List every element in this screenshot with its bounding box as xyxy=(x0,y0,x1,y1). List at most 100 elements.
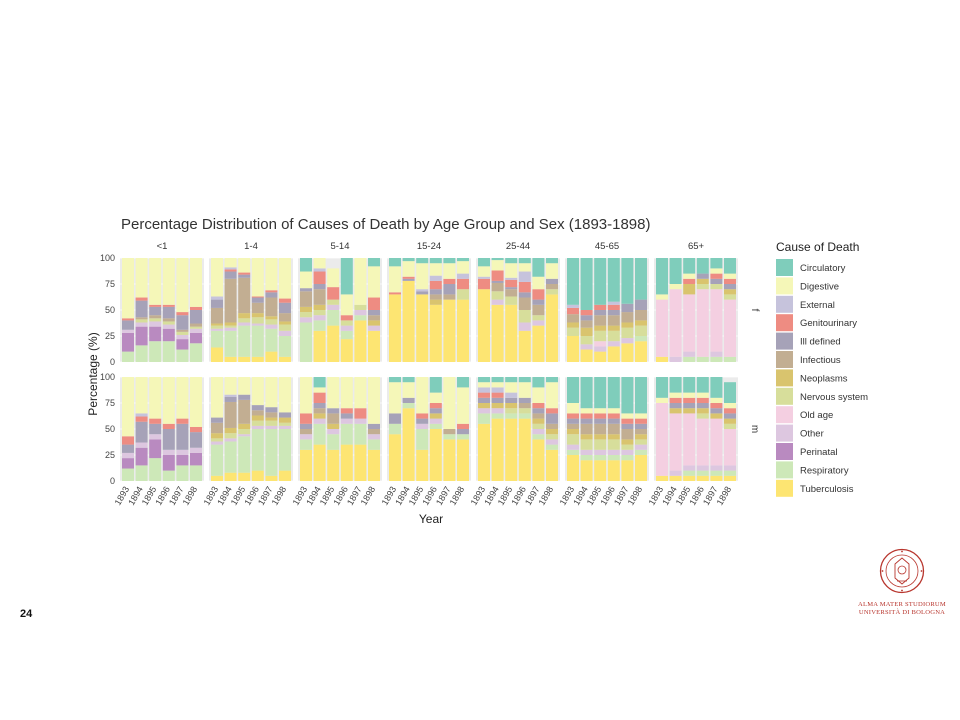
bar-segment-m-4-1895-digestive xyxy=(505,382,518,393)
bar-segment-m-5-1896-other xyxy=(607,449,620,455)
bar-segment-m-5-1898-respiratory xyxy=(635,449,647,455)
bar-segment-m-6-1898-digestive xyxy=(724,403,736,409)
bar-segment-m-5-1895-other xyxy=(594,449,607,455)
legend-swatch-digestive xyxy=(776,277,793,295)
bar-segment-m-2-1896-digestive xyxy=(340,377,353,409)
bar-segment-f-6-1897-nervous-system xyxy=(710,284,723,290)
bar-segment-f-5-1896-external xyxy=(607,301,620,305)
bar-segment-m-3-1896-genitourinary xyxy=(429,403,442,409)
bar-segment-f-3-1896-infectious xyxy=(429,294,442,300)
bar-segment-f-5-1898-tuberculosis xyxy=(635,341,647,362)
logo-name-line1: ALMA MATER STUDIORUM xyxy=(858,601,946,608)
bar-segment-m-5-1897-circulatory xyxy=(621,377,634,414)
bar-segment-f-0-1894-infectious xyxy=(135,317,148,320)
bar-segment-f-2-1894-external xyxy=(313,268,326,272)
bar-segment-f-0-1896-infectious xyxy=(162,318,175,322)
bar-segment-m-5-1895-ill-defined xyxy=(594,418,607,424)
bar-segment-f-5-1896-neoplasms xyxy=(607,325,620,331)
bar-segment-f-2-1895-tuberculosis xyxy=(327,325,340,362)
bar-segment-m-0-1894-genitourinary xyxy=(135,416,148,422)
bar-segment-f-0-1895-genitourinary xyxy=(149,304,162,307)
bar-segment-m-3-1894-circulatory xyxy=(402,377,415,383)
bar-segment-f-1-1896-ill-defined xyxy=(251,297,264,303)
bar-segment-f-2-1896-other xyxy=(340,325,353,331)
bar-segment-m-5-1898-tuberculosis xyxy=(635,455,647,481)
bar-segment-m-2-1893-other xyxy=(300,434,312,440)
bar-segment-f-4-1896-ill-defined xyxy=(518,292,531,298)
bar-segment-f-4-1894-tuberculosis xyxy=(491,304,504,362)
bar-segment-m-0-1896-respiratory xyxy=(162,470,175,481)
bar-segment-f-6-1895-old-age xyxy=(683,294,696,352)
bar-segment-f-6-1896-ill-defined xyxy=(696,273,709,279)
bar-segment-m-0-1893-digestive xyxy=(122,377,134,437)
bar-segment-f-5-1895-ill-defined xyxy=(594,310,607,316)
bar-segment-m-1-1898-digestive xyxy=(279,377,291,413)
bar-segment-f-4-1897-digestive xyxy=(532,276,545,290)
bar-segment-f-0-1898-infectious xyxy=(190,323,202,327)
legend-swatch-genitourinary xyxy=(776,314,793,332)
bar-segment-m-1-1894-nervous-system xyxy=(224,433,237,439)
bar-segment-f-3-1897-circulatory xyxy=(443,258,456,264)
bar-segment-f-5-1894-ill-defined xyxy=(580,315,593,321)
bar-segment-m-3-1894-tuberculosis xyxy=(402,408,415,481)
bar-segment-m-1-1893-digestive xyxy=(211,377,223,418)
facet-label-1-4-1: 1-4 xyxy=(244,241,258,252)
bar-segment-m-5-1897-tuberculosis xyxy=(621,460,634,481)
bar-segment-f-4-1897-other xyxy=(532,320,545,326)
y-tick-label-f-100: 100 xyxy=(100,253,115,263)
bar-segment-m-4-1894-other xyxy=(491,408,504,414)
bar-segment-f-6-1893-tuberculosis xyxy=(656,356,668,362)
bar-segment-f-6-1898-nervous-system xyxy=(724,294,736,300)
bar-segment-m-1-1895-ill-defined xyxy=(238,394,251,400)
y-tick-label-f-75: 75 xyxy=(105,279,115,289)
x-tick-label-5-1898: 1898 xyxy=(626,485,645,507)
y-tick-label-m-75: 75 xyxy=(105,398,115,408)
bar-segment-m-6-1897-circulatory xyxy=(710,377,723,398)
bar-segment-m-5-1895-nervous-system xyxy=(594,439,607,450)
bar-segment-m-1-1897-respiratory xyxy=(265,429,278,476)
bar-segment-f-0-1898-nervous-system xyxy=(190,326,202,329)
bar-segment-f-3-1897-ill-defined xyxy=(443,284,456,295)
bar-segment-f-3-1893-circulatory xyxy=(389,258,401,267)
y-tick-label-m-100: 100 xyxy=(100,372,115,382)
bar-segment-f-1-1896-digestive xyxy=(251,258,264,297)
bar-segment-m-0-1898-perinatal xyxy=(190,452,202,466)
bar-segment-m-0-1893-perinatal xyxy=(122,458,134,469)
bar-segment-m-6-1895-digestive xyxy=(683,392,696,398)
bar-segment-f-0-1897-genitourinary xyxy=(176,312,189,316)
bar-segment-m-4-1898-respiratory xyxy=(546,444,558,450)
bar-segment-m-5-1894-respiratory xyxy=(580,455,593,461)
bar-segment-f-2-1894-tuberculosis xyxy=(313,330,326,362)
bar-segment-m-2-1898-digestive xyxy=(368,377,380,424)
bar-segment-f-4-1894-genitourinary xyxy=(491,270,504,281)
bar-segment-f-4-1895-tuberculosis xyxy=(505,304,518,362)
bar-segment-f-3-1894-digestive xyxy=(402,261,415,277)
bar-segment-m-3-1893-ill-defined xyxy=(389,413,401,424)
bar-segment-m-5-1898-ill-defined xyxy=(635,423,647,429)
bar-segment-f-2-1894-ill-defined xyxy=(313,284,326,290)
bar-segment-f-5-1896-genitourinary xyxy=(607,304,620,310)
bar-segment-m-2-1895-other xyxy=(327,429,340,435)
bar-segment-f-2-1898-tuberculosis xyxy=(368,330,380,362)
bar-segment-f-5-1895-old-age xyxy=(594,341,607,347)
bar-segment-m-4-1894-circulatory xyxy=(491,377,504,383)
bar-segment-f-6-1893-circulatory xyxy=(656,258,668,295)
bar-segment-m-0-1898-respiratory xyxy=(190,465,202,481)
bar-segment-f-3-1898-external xyxy=(457,273,469,279)
bar-segment-m-6-1894-circulatory xyxy=(669,377,682,393)
bar-segment-m-6-1894-tuberculosis xyxy=(669,475,682,481)
bar-segment-f-2-1896-nervous-system xyxy=(340,320,353,326)
bar-segment-f-0-1898-genitourinary xyxy=(190,306,202,310)
bar-segment-m-6-1898-ill-defined xyxy=(724,413,736,419)
bar-segment-f-0-1893-perinatal xyxy=(122,332,134,352)
bar-segment-m-4-1895-external xyxy=(505,392,518,398)
bar-segment-m-6-1898-neoplasms xyxy=(724,418,736,424)
bar-segment-f-5-1897-circulatory xyxy=(621,258,634,304)
bar-segment-f-4-1897-ill-defined xyxy=(532,299,545,305)
bar-segment-m-5-1895-infectious xyxy=(594,423,607,435)
x-tick-label-2-1898: 1898 xyxy=(359,485,378,507)
bar-segment-m-1-1894-tuberculosis xyxy=(224,472,237,481)
bar-segment-m-1-1896-digestive xyxy=(251,377,264,406)
bar-segment-f-4-1897-circulatory xyxy=(532,258,545,277)
bar-segment-m-3-1896-neoplasms xyxy=(429,413,442,419)
